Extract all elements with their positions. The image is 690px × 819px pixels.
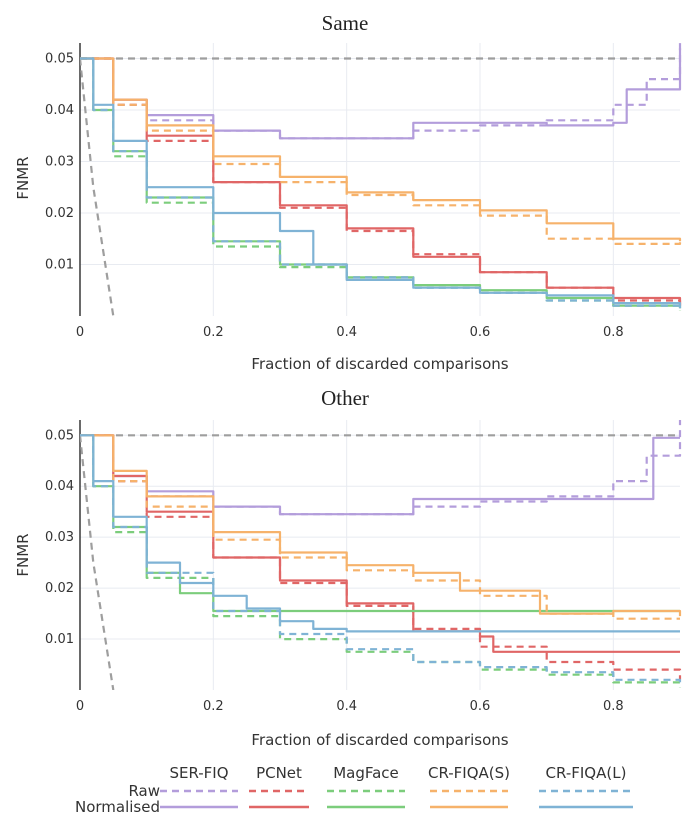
x-axis-label: Fraction of discarded comparisons: [251, 731, 508, 749]
y-axis-label: FNMR: [14, 533, 32, 576]
y-tick-label: 0.03: [45, 154, 74, 169]
y-tick-label: 0.05: [45, 51, 74, 66]
legend-label-cr-fiqa-s: CR-FIQA(S): [428, 764, 510, 782]
x-tick-label: 0.8: [603, 699, 624, 714]
series-magface-dashed: [80, 434, 682, 688]
series-cr-fiqa-s-solid: [80, 57, 682, 242]
series-cr-fiqa-s-dashed: [80, 57, 682, 245]
series-cr-fiqa-l-solid: [80, 434, 680, 633]
series-oracle-dashed: [80, 435, 115, 690]
legend-label-cr-fiqa-l: CR-FIQA(L): [546, 764, 627, 782]
series-pcnet-dashed: [80, 57, 682, 306]
series-pcnet-solid: [80, 57, 682, 306]
series-cr-fiqa-s-dashed: [80, 434, 680, 620]
y-tick-label: 0.04: [45, 479, 74, 494]
y-tick-label: 0.05: [45, 428, 74, 443]
series-cr-fiqa-l-dashed: [80, 57, 682, 309]
y-axis-label: FNMR: [14, 156, 32, 199]
y-tick-label: 0.01: [45, 257, 74, 272]
x-tick-label: 0: [76, 699, 84, 714]
y-tick-label: 0.01: [45, 632, 74, 647]
series-magface-solid: [80, 434, 680, 613]
x-tick-label: 0: [76, 325, 84, 340]
legend-label-ser-fiq: SER-FIQ: [169, 764, 228, 782]
series-ser-fiq-solid: [80, 434, 680, 516]
series-cr-fiqa-l-dashed: [80, 434, 682, 685]
series-magface-solid: [80, 57, 682, 309]
series-ser-fiq-dashed: [80, 43, 682, 140]
series-pcnet-solid: [80, 434, 680, 653]
y-tick-label: 0.03: [45, 530, 74, 545]
chart-panel-same: Same 0.010.020.030.040.05 0 0.2 0.4 0.6 0.8 …: [14, 11, 682, 373]
y-tick-label: 0.02: [45, 581, 74, 596]
legend-label-magface: MagFace: [333, 764, 399, 782]
legend-row-normalised: Normalised: [75, 798, 160, 816]
chart-panel-other: Other 0.01 0.02 0.03 0.04 0.05 0 0.2 0.4 0.6 0.8…: [14, 386, 682, 749]
x-tick-label: 0.6: [470, 325, 491, 340]
x-tick-label: 0.2: [203, 325, 224, 340]
series-magface-dashed: [80, 57, 682, 311]
y-tick-label: 0.02: [45, 206, 74, 221]
chart-title: Same: [322, 11, 369, 35]
x-axis-label: Fraction of discarded comparisons: [251, 355, 508, 373]
series-pcnet-dashed: [80, 434, 682, 680]
x-tick-label: 0.4: [336, 699, 357, 714]
legend-row-raw: Raw: [128, 782, 160, 800]
legend-label-pcnet: PCNet: [256, 764, 302, 782]
x-tick-label: 0.2: [203, 699, 224, 714]
chart-title: Other: [321, 386, 369, 410]
series-cr-fiqa-l-solid: [80, 57, 682, 309]
x-tick-label: 0.6: [470, 699, 491, 714]
legend: SER-FIQ PCNet MagFace CR-FIQA(S) CR-FIQA…: [75, 764, 633, 816]
series-cr-fiqa-s-solid: [80, 434, 682, 617]
series-oracle-dashed: [80, 58, 115, 316]
x-tick-label: 0.8: [603, 325, 624, 340]
x-tick-label: 0.4: [336, 325, 357, 340]
y-tick-label: 0.04: [45, 103, 74, 118]
